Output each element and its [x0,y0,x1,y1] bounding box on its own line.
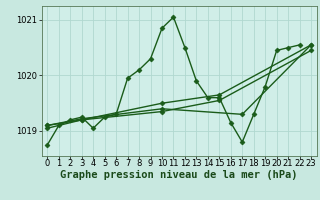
X-axis label: Graphe pression niveau de la mer (hPa): Graphe pression niveau de la mer (hPa) [60,170,298,180]
